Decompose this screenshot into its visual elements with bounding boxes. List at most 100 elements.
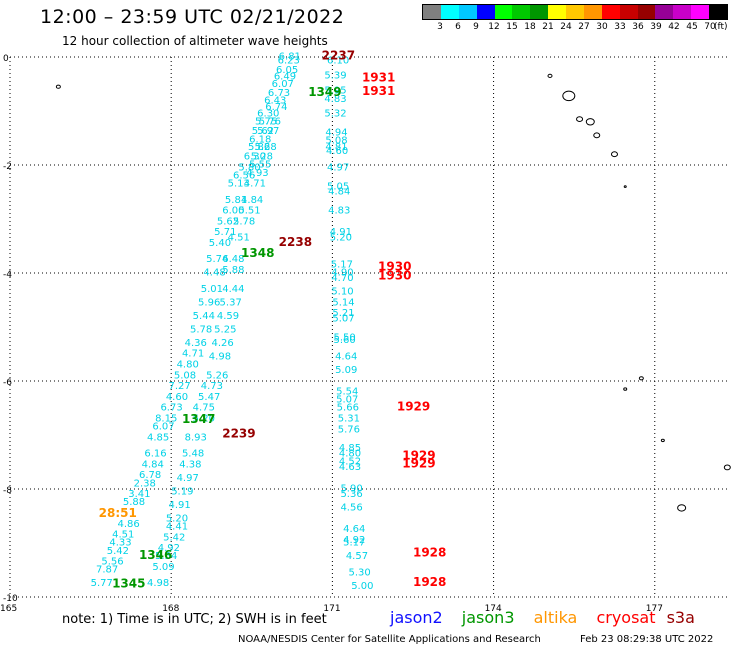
colorbar-swatch xyxy=(673,5,692,19)
wave-height-value: 4.51 xyxy=(112,530,134,541)
wave-height-value: 2.38 xyxy=(134,478,156,489)
colorbar-tick-label: 36 xyxy=(632,22,644,32)
wave-height-value: 6.81 xyxy=(279,52,301,63)
wave-height-value: 5.74 xyxy=(206,254,228,265)
wave-height-value: 5.20 xyxy=(193,414,215,425)
wave-height-value: 6.10 xyxy=(327,55,349,66)
footer-timestamp: Feb 23 08:29:38 UTC 2022 xyxy=(580,634,714,645)
colorbar-swatch xyxy=(655,5,674,19)
wave-height-value: 5.50 xyxy=(333,333,355,344)
longitude-label: 171 xyxy=(323,604,340,614)
satellite-legend: jason2 jason3 altika cryosat s3a xyxy=(390,608,709,627)
wave-height-value: 5.39 xyxy=(324,71,346,82)
wave-height-value: 5.19 xyxy=(171,486,193,497)
wave-height-value: 5.32 xyxy=(324,108,346,119)
wave-height-value: 4.80 xyxy=(177,360,199,371)
wave-height-value: 4.51 xyxy=(228,233,250,244)
latitude-label: -8 xyxy=(3,486,12,496)
wave-height-value: 6.30 xyxy=(244,152,266,163)
colorbar-swatch xyxy=(512,5,531,19)
wave-height-value: 5.28 xyxy=(251,152,273,163)
latitude-label: -10 xyxy=(3,594,18,604)
pass-time-label: 1929 xyxy=(397,400,430,414)
island-outline xyxy=(638,376,644,381)
latitude-label: -6 xyxy=(3,378,12,388)
wave-height-value: 6.16 xyxy=(144,449,166,460)
wave-height-value: 5.08 xyxy=(174,370,196,381)
colorbar-swatch xyxy=(494,5,513,19)
wave-height-value: 5.37 xyxy=(220,297,242,308)
wave-height-value: 5.80 xyxy=(238,162,260,173)
longitude-label: 165 xyxy=(0,604,17,614)
pass-time-label: 1928 xyxy=(413,575,446,589)
colorbar-tick-label: 6 xyxy=(455,22,461,32)
wave-height-value: 8.93 xyxy=(185,432,207,443)
wave-height-value: 4.85 xyxy=(147,432,169,443)
wave-height-value: 6.43 xyxy=(264,95,286,106)
wave-height-value: 7.87 xyxy=(96,565,118,576)
pass-time-label: 1931 xyxy=(362,70,395,84)
pass-time-label: 1349 xyxy=(308,85,341,99)
wave-height-value: 4.91 xyxy=(169,500,191,511)
wave-height-value: 5.17 xyxy=(343,538,365,549)
wave-height-value: 4.85 xyxy=(339,443,361,454)
wave-height-value: 4.60 xyxy=(166,392,188,403)
colorbar-tick-label: 45 xyxy=(686,22,698,32)
colorbar-tick-label: 27 xyxy=(578,22,590,32)
wave-height-value: 5.07 xyxy=(332,314,354,325)
wave-height-value: 4.84 xyxy=(241,195,263,206)
colorbar-swatch xyxy=(691,5,709,19)
wave-height-value: 5.20 xyxy=(330,233,352,244)
longitude-label: 177 xyxy=(646,604,663,614)
wave-height-value: 5.90 xyxy=(340,484,362,495)
wave-height-value: 4.84 xyxy=(142,459,164,470)
pass-time-label: 1347 xyxy=(182,412,215,426)
wave-height-value: 5.47 xyxy=(198,392,220,403)
wave-height-value: 4.64 xyxy=(343,524,365,535)
longitude-label: 168 xyxy=(162,604,179,614)
legend-altika: altika xyxy=(533,608,578,627)
wave-height-value: 5.48 xyxy=(182,449,204,460)
island-outline xyxy=(623,185,627,188)
wave-height-value: 4.36 xyxy=(185,338,207,349)
wave-height-value: 5.10 xyxy=(331,287,353,298)
legend-cryosat: cryosat xyxy=(596,608,656,627)
island-outline xyxy=(576,116,584,122)
wave-height-value: 5.96 xyxy=(198,297,220,308)
footer-note: note: 1) Time is in UTC; 2) SWH is in fe… xyxy=(62,612,327,627)
colorbar-tick-label: 39 xyxy=(650,22,662,32)
colorbar-swatch xyxy=(583,5,602,19)
legend-jason2: jason2 xyxy=(390,608,443,627)
colorbar-swatch xyxy=(601,5,620,19)
wave-height-value: 5.76 xyxy=(338,424,360,435)
colorbar-tick-label: 33 xyxy=(614,22,626,32)
wave-height-value: 4.86 xyxy=(117,519,139,530)
colorbar-tick-label: 18 xyxy=(524,22,536,32)
wave-height-value: 5.76 xyxy=(259,117,281,128)
pass-time-label: 1929 xyxy=(402,448,435,462)
colorbar-swatch xyxy=(566,5,584,19)
wave-height-value: 5.17 xyxy=(331,260,353,271)
wave-height-value: 4.73 xyxy=(201,381,223,392)
wave-height-value: 6.49 xyxy=(274,72,296,83)
colorbar-tick-label: 9 xyxy=(473,22,479,32)
wave-height-value: 5.00 xyxy=(351,581,373,592)
wave-height-value: 5.40 xyxy=(209,238,231,249)
wave-height-value: 5.54 xyxy=(155,551,177,562)
colorbar-tick-label: 24 xyxy=(560,22,572,32)
wave-height-value: 5.54 xyxy=(336,387,358,398)
wave-height-value: 6.73 xyxy=(268,88,290,99)
wave-height-value: 4.81 xyxy=(325,142,347,153)
wave-height-value: 4.91 xyxy=(330,227,352,238)
colorbar-tick-label: 30 xyxy=(596,22,608,32)
wave-height-value: 5.78 xyxy=(190,324,212,335)
wave-height-value: 5.81 xyxy=(225,195,247,206)
colorbar-swatch xyxy=(548,5,566,19)
colorbar-tick-label: 21 xyxy=(542,22,554,32)
wave-height-value: 6.74 xyxy=(265,102,287,113)
wave-height-value: 4.98 xyxy=(209,351,231,362)
wave-height-value: 6.30 xyxy=(257,108,279,119)
colorbar-swatch xyxy=(619,5,638,19)
legend-s3a: s3a xyxy=(666,608,695,627)
